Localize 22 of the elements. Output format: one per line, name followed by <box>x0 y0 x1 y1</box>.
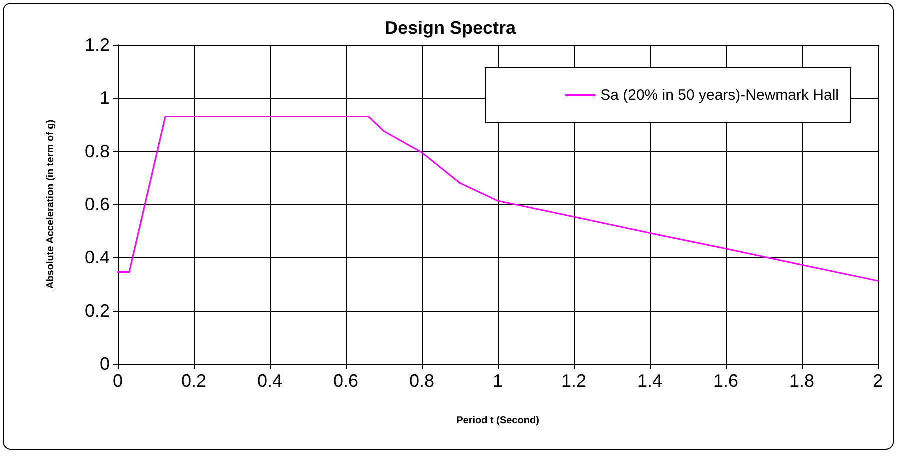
x-tick-label: 0.6 <box>333 371 359 391</box>
y-tick-label: 0 <box>100 354 110 374</box>
y-tick-label: 1 <box>100 88 110 108</box>
y-tick-label: 0.8 <box>84 141 110 162</box>
x-axis-title: Period t (Second) <box>456 416 540 426</box>
y-tick-label: 1.2 <box>84 35 110 55</box>
legend-label: Sa (20% in 50 years)-Newmark Hall <box>600 87 840 104</box>
x-tick-label: 1.4 <box>637 371 663 391</box>
x-tick-label: 0.2 <box>181 371 207 391</box>
x-tick-label: 0 <box>112 371 124 391</box>
y-tick-label: 0.2 <box>84 300 110 321</box>
x-tick-label: 2 <box>872 371 884 391</box>
x-tick-label: 0.8 <box>409 371 435 391</box>
x-tick-label: 1.8 <box>789 371 815 391</box>
chart-title: Design Spectra <box>384 18 518 38</box>
x-tick-label: 1.2 <box>561 371 587 391</box>
x-tick-label: 0.4 <box>257 371 283 391</box>
y-axis-title: Absolute Acceleration (in term of g) <box>46 120 56 290</box>
y-tick-label: 0.6 <box>84 194 110 214</box>
x-tick-label: 1.6 <box>713 371 739 391</box>
x-tick-label: 1 <box>492 371 504 391</box>
y-tick-label: 0.4 <box>84 248 110 268</box>
